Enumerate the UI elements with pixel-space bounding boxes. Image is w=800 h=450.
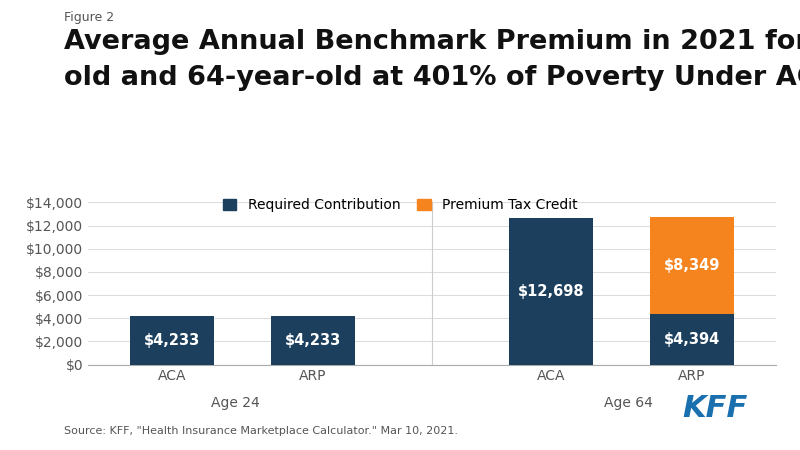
Text: $4,394: $4,394 <box>664 332 720 346</box>
Text: $4,233: $4,233 <box>285 333 341 347</box>
Text: $8,349: $8,349 <box>663 258 720 273</box>
Text: Average Annual Benchmark Premium in 2021 for a 24-year-: Average Annual Benchmark Premium in 2021… <box>64 29 800 55</box>
Text: Source: KFF, "Health Insurance Marketplace Calculator." Mar 10, 2021.: Source: KFF, "Health Insurance Marketpla… <box>64 427 458 436</box>
Text: Figure 2: Figure 2 <box>64 11 114 24</box>
Bar <box>510 217 594 364</box>
Bar <box>270 315 354 365</box>
Bar <box>650 314 734 364</box>
Legend: Required Contribution, Premium Tax Credit: Required Contribution, Premium Tax Credi… <box>222 198 578 212</box>
Text: KFF: KFF <box>682 394 748 423</box>
Text: Age 64: Age 64 <box>604 396 653 410</box>
Text: $12,698: $12,698 <box>518 284 585 298</box>
Bar <box>130 315 214 365</box>
Bar <box>650 217 734 314</box>
Text: $4,233: $4,233 <box>144 333 200 347</box>
Text: old and 64-year-old at 401% of Poverty Under ACA and ARP: old and 64-year-old at 401% of Poverty U… <box>64 65 800 91</box>
Text: Age 24: Age 24 <box>211 396 260 410</box>
